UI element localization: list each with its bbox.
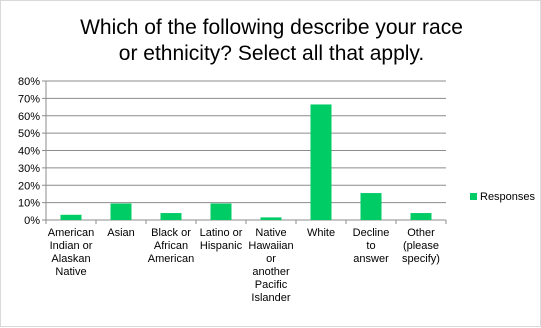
bar (260, 217, 282, 220)
bar (160, 213, 182, 220)
y-tick-label: 70% (18, 93, 40, 105)
chart-title-line-1: Which of the following describe your rac… (80, 16, 463, 39)
y-tick-label: 40% (18, 146, 40, 158)
x-category-label: Native Hawaiian or another Pacific Islander (248, 227, 293, 304)
x-category-label: Other (please specify) (402, 227, 440, 265)
bar (360, 193, 382, 220)
bar (310, 104, 332, 220)
bar (410, 213, 432, 220)
x-category-label: Asian (107, 227, 135, 239)
bar (210, 203, 232, 220)
y-tick-label: 80% (18, 76, 40, 88)
y-tick-label: 60% (18, 111, 40, 123)
legend-label: Responses (480, 191, 536, 203)
x-category-label: Latino or Hispanic (200, 227, 243, 252)
legend-swatch (470, 193, 477, 200)
chart-title-line-2: or ethnicity? Select all that apply. (118, 42, 425, 65)
y-tick-label: 50% (18, 128, 40, 140)
x-category-label: White (307, 227, 335, 239)
bar (110, 203, 132, 220)
y-tick-label: 30% (18, 163, 40, 175)
bar (60, 214, 82, 220)
y-tick-label: 20% (18, 180, 40, 192)
x-category-label: Black or African American (148, 227, 194, 265)
y-tick-label: 10% (18, 198, 40, 210)
y-tick-label: 0% (24, 215, 40, 227)
x-category-label: Decline to answer (353, 227, 390, 265)
x-category-label: American Indian or Alaskan Native (48, 227, 94, 278)
